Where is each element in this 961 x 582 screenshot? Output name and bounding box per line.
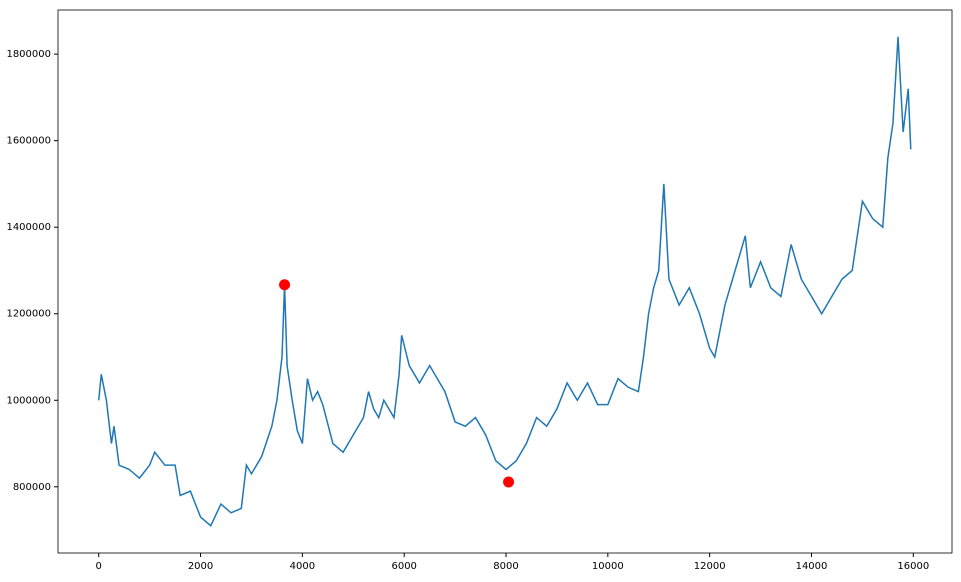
marker xyxy=(279,279,291,291)
x-tick-label: 16000 xyxy=(897,561,929,572)
axes-frame xyxy=(57,9,953,554)
x-tick-label: 10000 xyxy=(592,561,624,572)
y-tick-label: 1400000 xyxy=(6,222,51,233)
x-tick-label: 0 xyxy=(96,561,102,572)
y-tick-label: 1200000 xyxy=(6,309,51,320)
y-tick-label: 1600000 xyxy=(6,136,51,147)
y-tick-label: 800000 xyxy=(13,482,51,493)
x-tick-label: 6000 xyxy=(391,561,416,572)
y-tick-label: 1800000 xyxy=(6,49,51,60)
x-tick-label: 8000 xyxy=(493,561,518,572)
marker xyxy=(503,476,515,488)
line xyxy=(97,36,912,527)
x-tick-label: 2000 xyxy=(188,561,213,572)
y-tick-label: 1000000 xyxy=(6,395,51,406)
x-tick-label: 14000 xyxy=(796,561,828,572)
x-tick-label: 4000 xyxy=(290,561,315,572)
x-tick-label: 12000 xyxy=(694,561,726,572)
